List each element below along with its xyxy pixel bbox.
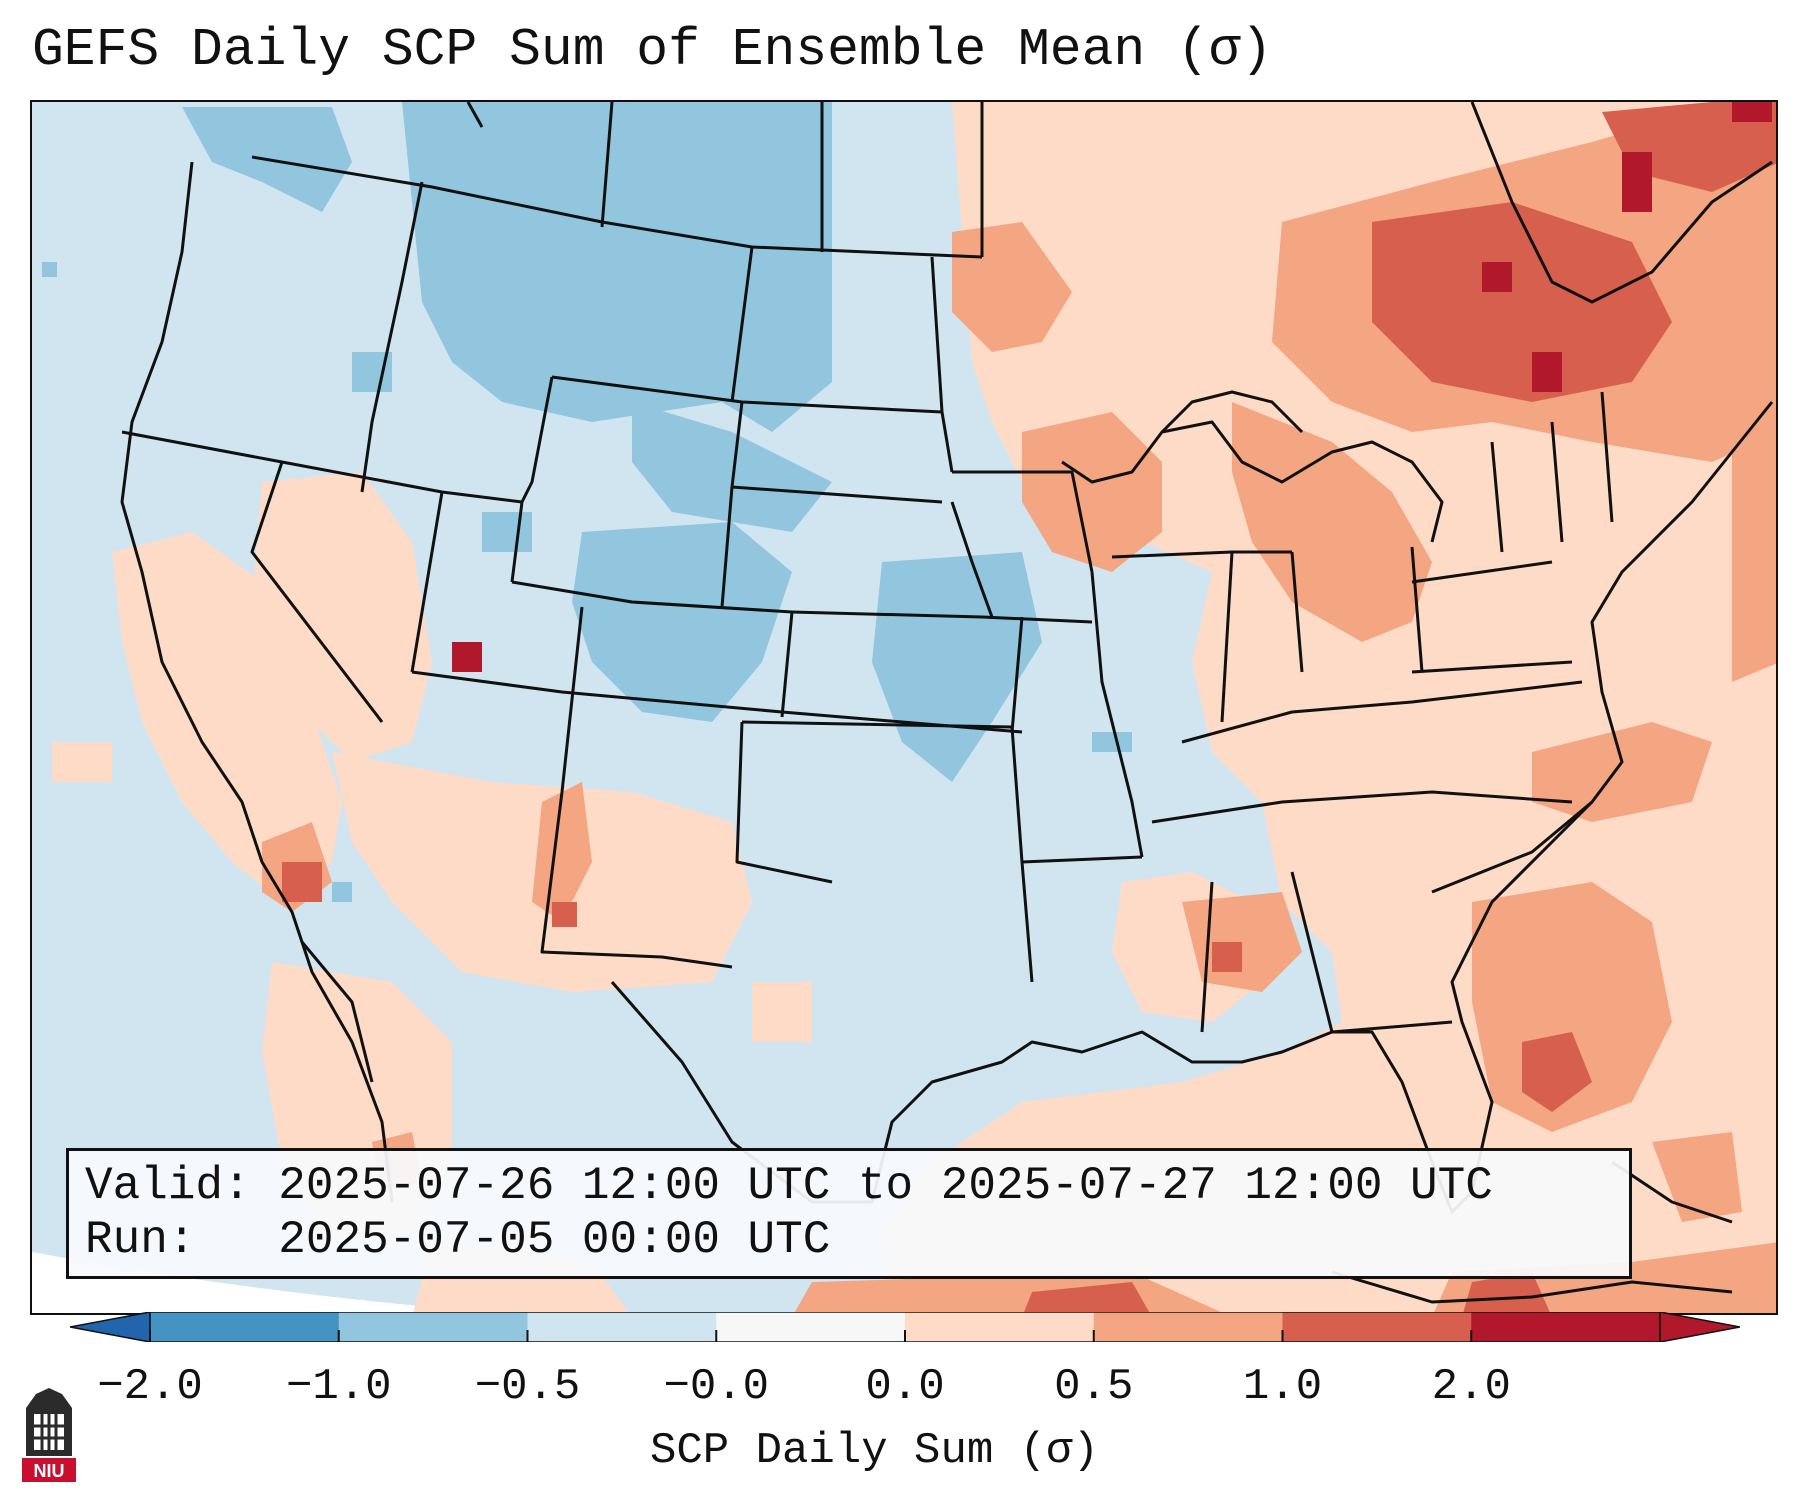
colorbar-tick-label: 0.0 bbox=[865, 1362, 945, 1412]
colorbar-tick-label: −0.5 bbox=[474, 1362, 581, 1412]
colorbar-tick-label: −1.0 bbox=[285, 1362, 392, 1412]
map-canvas bbox=[32, 102, 1776, 1313]
run-label: Run: bbox=[85, 1214, 196, 1266]
colorbar-segment bbox=[716, 1312, 906, 1342]
colorbar-segment bbox=[1282, 1312, 1472, 1342]
colorbar-tick-label: 1.0 bbox=[1242, 1362, 1323, 1412]
map-panel bbox=[30, 100, 1778, 1315]
colorbar-extend-high bbox=[1659, 1312, 1740, 1342]
colorbar-segment bbox=[338, 1312, 528, 1342]
colorbar-segment bbox=[527, 1312, 717, 1342]
colorbar-tick-label: −0.0 bbox=[663, 1362, 770, 1412]
projection-edge bbox=[32, 1252, 499, 1313]
chart-title: GEFS Daily SCP Sum of Ensemble Mean (σ) bbox=[32, 20, 1273, 80]
extreme-positive-regions bbox=[452, 102, 1772, 672]
colorbar-segment bbox=[1471, 1312, 1661, 1342]
colorbar-tick-label: −2.0 bbox=[97, 1362, 203, 1412]
colorbar-label: SCP Daily Sum (σ) bbox=[650, 1426, 1099, 1476]
coastline bbox=[120, 102, 1774, 1304]
valid-label: Valid: bbox=[85, 1160, 251, 1212]
valid-time-box: Valid: 2025-07-26 12:00 UTC to 2025-07-2… bbox=[66, 1148, 1632, 1279]
negative-anomaly-regions bbox=[42, 102, 1627, 902]
colorbar-extend-low bbox=[70, 1312, 151, 1342]
colorbar-tick-label: 0.5 bbox=[1054, 1362, 1134, 1412]
state-borders bbox=[121, 102, 1614, 1034]
logo-text: NIU bbox=[34, 1461, 65, 1481]
niu-logo: NIU bbox=[22, 1388, 76, 1482]
valid-value: 2025-07-26 12:00 UTC to 2025-07-27 12:00… bbox=[278, 1160, 1493, 1212]
colorbar bbox=[70, 1312, 1740, 1342]
run-value: 2025-07-05 00:00 UTC bbox=[278, 1214, 831, 1266]
colorbar-segment bbox=[905, 1312, 1095, 1342]
valid-row: Valid: 2025-07-26 12:00 UTC to 2025-07-2… bbox=[85, 1159, 1613, 1213]
colorbar-segment bbox=[150, 1312, 340, 1342]
colorbar-tick-label: 2.0 bbox=[1431, 1362, 1511, 1412]
run-row: Run: 2025-07-05 00:00 UTC bbox=[85, 1213, 1613, 1267]
colorbar-segments bbox=[149, 1312, 1661, 1342]
colorbar-segment bbox=[1093, 1312, 1283, 1342]
strong-positive-regions bbox=[282, 102, 1776, 1313]
